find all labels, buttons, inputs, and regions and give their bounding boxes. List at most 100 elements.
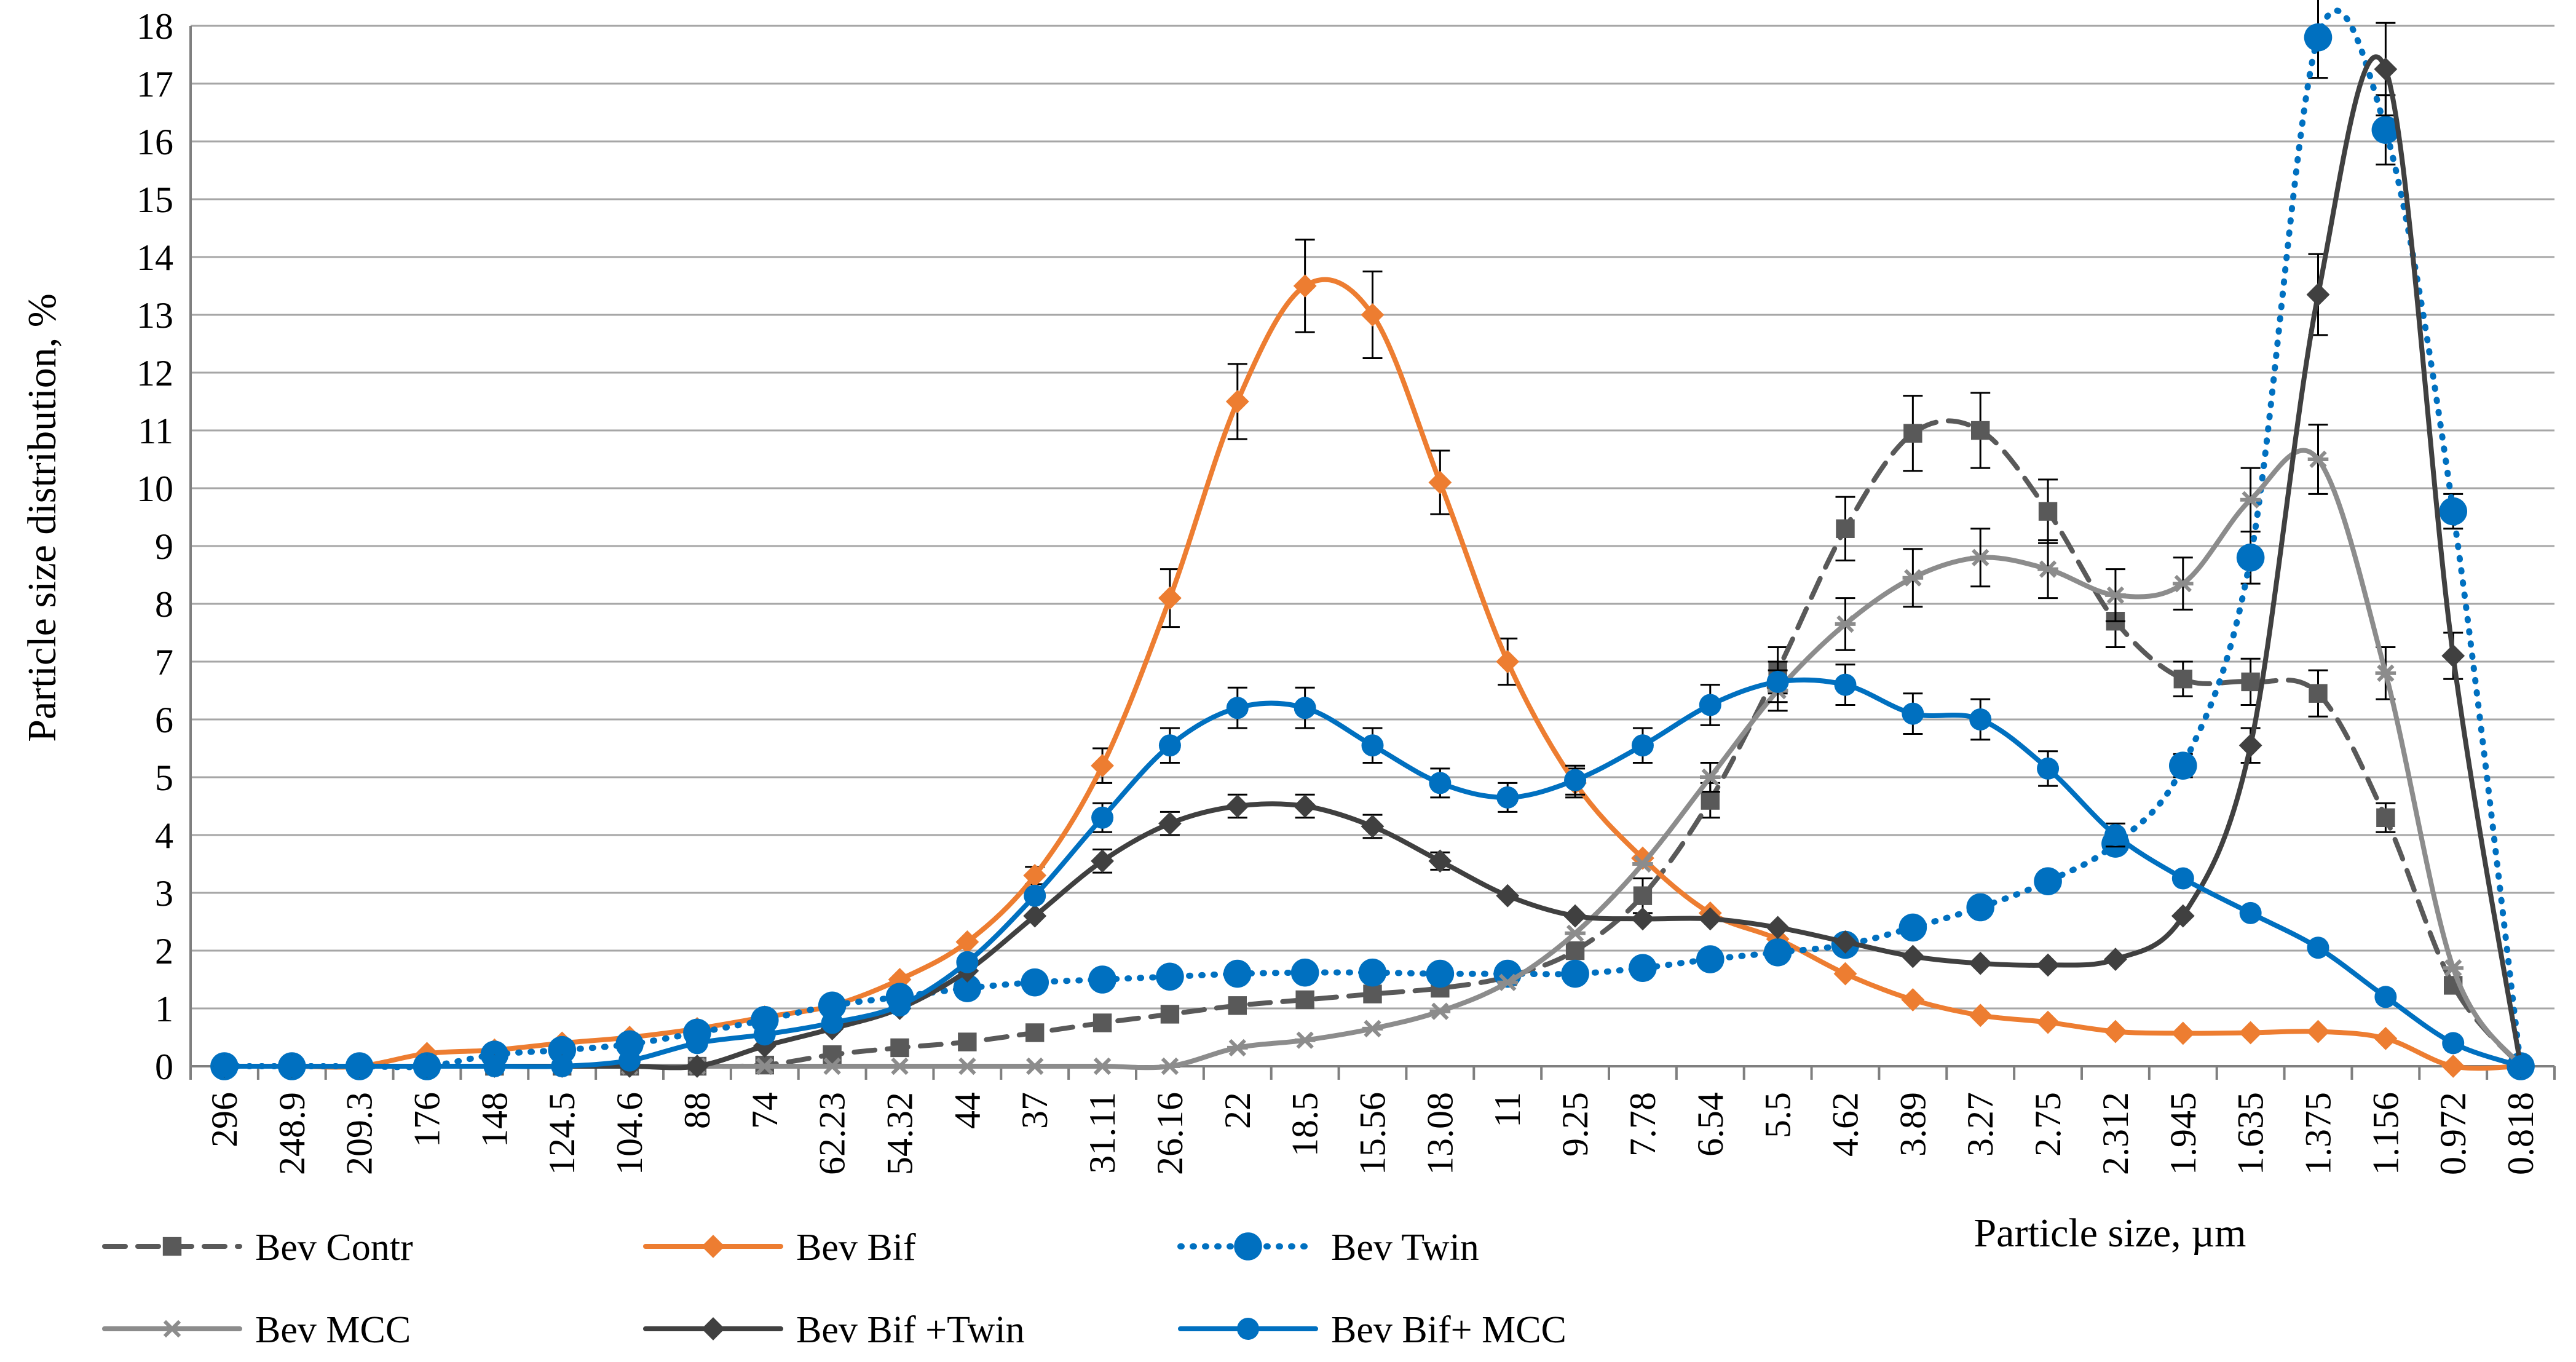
data-point <box>2307 450 2329 469</box>
data-point <box>1088 965 1116 994</box>
data-point <box>953 974 982 1002</box>
data-point <box>2037 560 2058 578</box>
data-point <box>1696 945 1725 973</box>
data-point <box>1363 984 1382 1004</box>
series-points <box>213 670 2532 1077</box>
data-point <box>957 1057 978 1075</box>
legend-marker <box>1237 1318 1259 1340</box>
data-point <box>2304 23 2333 52</box>
x-tick-label: 7.78 <box>1622 1092 1663 1157</box>
y-tick-label: 14 <box>136 237 173 278</box>
x-tick-label: 26.16 <box>1150 1092 1190 1175</box>
x-tick-label: 0.818 <box>2500 1092 2541 1175</box>
data-point <box>1021 968 1049 997</box>
data-point <box>2307 936 2329 959</box>
data-point <box>1970 548 1991 567</box>
data-point <box>2441 644 2465 668</box>
data-point <box>1898 913 1927 942</box>
y-tick-label: 17 <box>136 64 173 105</box>
data-point <box>2442 1032 2465 1055</box>
legend-label: Bev Bif+ MCC <box>1331 1309 1567 1351</box>
x-tick-label: 3.27 <box>1960 1092 2001 1157</box>
data-point <box>890 1038 909 1058</box>
data-point <box>2241 672 2260 692</box>
y-tick-label: 8 <box>155 584 173 625</box>
x-tick-label: 2.312 <box>2095 1092 2136 1175</box>
x-tick-label: 124.5 <box>542 1092 582 1175</box>
data-point <box>1025 1023 1045 1042</box>
data-point <box>2374 986 2397 1008</box>
data-point <box>1227 1039 1248 1057</box>
data-point <box>753 1023 776 1046</box>
data-point <box>2238 1021 2262 1045</box>
data-point <box>2443 959 2464 977</box>
legend-label: Bev Bif <box>796 1227 916 1269</box>
data-point <box>2171 867 2194 890</box>
data-point <box>1024 884 1046 907</box>
data-point <box>1361 303 1385 327</box>
data-point <box>2036 953 2060 977</box>
legend-marker <box>162 1320 183 1338</box>
data-point <box>348 1055 371 1077</box>
x-tick-label: 248.9 <box>272 1092 312 1175</box>
data-point <box>2037 757 2060 780</box>
data-point <box>1024 1057 1046 1075</box>
y-tick-label: 18 <box>136 6 173 47</box>
data-point <box>1290 958 1319 987</box>
data-point <box>888 994 911 1017</box>
data-point <box>1496 650 1520 673</box>
data-point <box>416 1055 438 1077</box>
data-point <box>821 1057 843 1075</box>
x-tick-label: 176 <box>407 1092 448 1147</box>
y-tick-label: 13 <box>136 295 173 336</box>
y-tick-label: 15 <box>136 180 173 220</box>
data-point <box>1903 424 1922 443</box>
data-point <box>1833 930 1857 954</box>
data-point <box>1763 938 1792 967</box>
y-axis-title: Particle size distribution, % <box>20 293 65 742</box>
data-point <box>1833 962 1857 986</box>
y-tick-label: 4 <box>155 815 173 856</box>
data-point <box>1969 1004 1993 1027</box>
data-point <box>1225 794 1249 818</box>
x-tick-label: 1.156 <box>2365 1092 2406 1175</box>
data-point <box>1565 924 1586 943</box>
data-point <box>1023 904 1047 928</box>
legend-label: Bev Twin <box>1331 1227 1479 1269</box>
data-point <box>1428 470 1452 494</box>
x-tick-label: 148 <box>474 1092 515 1147</box>
data-point <box>213 1055 235 1077</box>
x-tick-label: 18.5 <box>1285 1092 1326 1157</box>
y-tick-label: 16 <box>136 122 173 162</box>
data-point <box>1497 973 1519 991</box>
series-bev-bif-mcc <box>213 660 2532 1077</box>
data-point <box>1091 754 1114 778</box>
data-point <box>956 951 979 973</box>
y-tick-label: 9 <box>155 526 173 567</box>
data-point <box>1361 734 1384 757</box>
data-point <box>1295 990 1314 1010</box>
data-point <box>1293 794 1317 818</box>
data-point <box>2038 502 2058 521</box>
legend-label: Bev Bif +Twin <box>796 1309 1025 1351</box>
data-point <box>1699 768 1721 786</box>
data-point <box>2306 283 2330 307</box>
data-point <box>1092 1057 1113 1075</box>
data-point <box>2239 901 2262 924</box>
data-point <box>1160 1057 1180 1075</box>
data-point <box>1225 390 1249 413</box>
data-point <box>2510 1055 2532 1077</box>
data-point <box>1966 893 1995 922</box>
x-tick-label: 31.11 <box>1082 1092 1123 1174</box>
data-point <box>2371 116 2400 144</box>
data-point <box>1969 951 1993 975</box>
legend-item: Bev Bif <box>643 1227 916 1269</box>
data-point <box>1226 697 1249 719</box>
data-point <box>1158 812 1182 836</box>
x-tick-label: 2.75 <box>2028 1092 2068 1157</box>
data-point <box>2034 867 2062 895</box>
x-tick-label: 1.635 <box>2230 1092 2271 1175</box>
data-point <box>1901 988 1925 1012</box>
x-tick-label: 74 <box>745 1092 785 1129</box>
